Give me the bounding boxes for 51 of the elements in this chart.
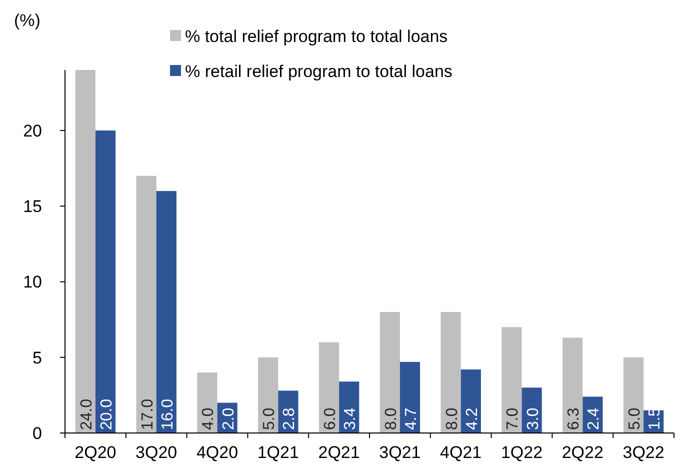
data-label: 2.0 xyxy=(220,408,238,430)
bar xyxy=(156,191,176,433)
data-label: 4.0 xyxy=(200,408,218,430)
bar xyxy=(380,312,400,433)
x-tick-label: 3Q22 xyxy=(622,443,664,462)
bar xyxy=(460,369,481,433)
data-label: 7.0 xyxy=(504,408,522,430)
data-label: 2.8 xyxy=(281,408,298,430)
y-tick-label: 10 xyxy=(23,272,42,292)
bar xyxy=(440,312,461,433)
y-axis-title: (%) xyxy=(14,11,40,30)
bar xyxy=(197,372,218,433)
data-label: 24.0 xyxy=(78,398,96,430)
x-tick-label: 2Q21 xyxy=(318,443,360,462)
x-tick-label: 1Q22 xyxy=(500,443,543,462)
x-tick-label: 4Q21 xyxy=(440,443,482,462)
data-label: 8.0 xyxy=(382,408,400,430)
bar xyxy=(502,327,522,433)
data-label: 5.0 xyxy=(626,408,644,430)
bar xyxy=(318,342,340,433)
data-label: 4.7 xyxy=(403,408,420,430)
bar xyxy=(623,357,644,433)
x-tick-label: 4Q20 xyxy=(196,443,238,462)
legend-label: % total relief program to total loans xyxy=(185,26,448,46)
data-label: 8.0 xyxy=(444,408,461,430)
y-tick-label: 15 xyxy=(23,197,42,216)
data-label: 3.0 xyxy=(524,408,542,430)
data-label: 16.0 xyxy=(159,398,176,430)
bar xyxy=(75,70,96,433)
y-tick-label: 0 xyxy=(32,424,42,443)
x-tick-label: 3Q20 xyxy=(136,443,178,462)
bar xyxy=(95,130,116,433)
data-label: 3.4 xyxy=(342,408,360,430)
data-label: 4.2 xyxy=(464,408,481,430)
x-tick-label: 3Q21 xyxy=(379,443,421,462)
legend-label: % retail relief program to total loans xyxy=(185,62,452,81)
bar xyxy=(400,362,420,433)
data-label: 17.0 xyxy=(139,398,156,430)
y-tick-label: 20 xyxy=(23,121,42,140)
bar xyxy=(136,176,156,433)
bar xyxy=(258,357,278,433)
data-label: 2.4 xyxy=(586,408,603,430)
data-label: 20.0 xyxy=(98,398,116,430)
bar xyxy=(562,338,583,433)
data-label: 6.3 xyxy=(566,408,583,430)
x-tick-label: 2Q20 xyxy=(74,443,116,462)
data-label: 6.0 xyxy=(322,408,339,430)
x-tick-label: 2Q22 xyxy=(562,443,604,462)
data-label: 5.0 xyxy=(261,408,278,430)
x-tick-label: 1Q21 xyxy=(257,443,299,462)
y-tick-label: 5 xyxy=(32,348,42,368)
